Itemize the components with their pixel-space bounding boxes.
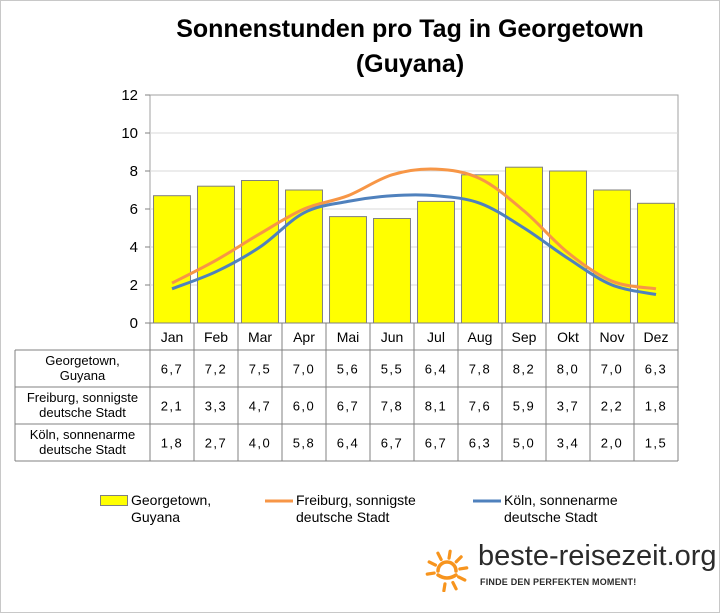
legend-swatch-line	[473, 499, 501, 503]
table-cell-value: 7,2	[205, 362, 228, 377]
table-cell-value: 3,4	[557, 436, 580, 451]
legend-swatch-line	[265, 499, 293, 503]
x-tick-label: Sep	[512, 329, 537, 345]
x-tick-label: Jun	[381, 329, 404, 345]
bar-mai	[329, 216, 367, 324]
table-cell-value: 5,6	[337, 362, 360, 377]
legend-swatch-bar	[100, 495, 128, 506]
sun-ray	[451, 580, 458, 591]
x-tick-label: Jan	[161, 329, 184, 345]
table-cell-value: 7,8	[381, 399, 404, 414]
table-cell-value: 4,0	[249, 436, 272, 451]
table-cell-value: 2,0	[601, 436, 624, 451]
table-cell-value: 1,8	[645, 399, 668, 414]
legend-item-georgetown: Georgetown, Guyana	[100, 492, 280, 532]
table-cell-value: 1,5	[645, 436, 668, 451]
x-tick-label: Jul	[427, 329, 445, 345]
x-tick-label: Okt	[557, 329, 579, 345]
chart-title: Sonnenstunden pro Tag in Georgetown (Guy…	[176, 15, 644, 78]
bar-jan	[153, 195, 191, 324]
table-cell-value: 5,0	[513, 436, 536, 451]
y-tick-label: 2	[130, 277, 138, 294]
table-cell-value: 6,7	[381, 436, 404, 451]
y-tick-label: 4	[130, 239, 138, 256]
brand-tagline: FINDE DEN PERFEKTEN MOMENT!	[480, 577, 637, 587]
y-tick-label: 0	[130, 315, 138, 332]
sun-smile	[436, 573, 458, 580]
legend-item-freiburg: Freiburg, sonnigste deutsche Stadt	[265, 492, 445, 532]
y-tick-label: 12	[121, 87, 138, 104]
table-cell-value: 7,5	[249, 362, 272, 377]
table-cell-value: 8,0	[557, 362, 580, 377]
legend-label: Köln, sonnenarme deutsche Stadt	[504, 492, 618, 525]
bar-feb	[197, 185, 235, 324]
table-cell-value: 6,7	[425, 436, 448, 451]
table-cell-value: 6,4	[425, 362, 448, 377]
table-cell-value: 3,7	[557, 399, 580, 414]
brand-name: beste-reisezeit.org	[478, 540, 717, 572]
bar-sep	[505, 166, 543, 324]
x-tick-label: Aug	[468, 329, 493, 345]
legend-label: Georgetown, Guyana	[131, 492, 212, 525]
x-tick-label: Dez	[644, 329, 669, 345]
series-line-2	[171, 193, 657, 296]
table-cell-value: 4,7	[249, 399, 272, 414]
bar-aug	[461, 174, 499, 324]
sun-ray	[442, 582, 447, 592]
table-cell-value: 1,8	[161, 436, 184, 451]
table-cell-value: 6,0	[293, 399, 316, 414]
table-cell-value: 5,8	[293, 436, 316, 451]
table-cell-value: 7,0	[601, 362, 624, 377]
table-cell-value: 2,2	[601, 399, 624, 414]
table-cell-value: 7,0	[293, 362, 316, 377]
table-row-label: Georgetown, Guyana	[45, 353, 119, 383]
table-cell-value: 7,8	[469, 362, 492, 377]
x-tick-label: Feb	[204, 329, 228, 345]
table-cell-value: 6,4	[337, 436, 360, 451]
table-cell-value: 2,1	[161, 399, 184, 414]
legend-item-koeln: Köln, sonnenarme deutsche Stadt	[473, 492, 653, 532]
table-cell-value: 6,7	[337, 399, 360, 414]
x-tick-label: Apr	[293, 329, 315, 345]
table-row-label: Freiburg, sonnigste deutsche Stadt	[27, 390, 138, 420]
y-tick-label: 6	[130, 201, 138, 218]
y-tick-label: 8	[130, 163, 138, 180]
table-cell-value: 2,7	[205, 436, 228, 451]
sun-ray	[427, 560, 438, 567]
legend-label: Freiburg, sonnigste deutsche Stadt	[296, 492, 416, 525]
bar-mar	[241, 180, 279, 324]
series-line-1	[171, 167, 657, 291]
bar-jul	[417, 200, 455, 324]
table-cell-value: 3,3	[205, 399, 228, 414]
sun-ray	[447, 549, 452, 560]
table-row-label: Köln, sonnenarme deutsche Stadt	[30, 427, 136, 457]
x-tick-label: Mai	[337, 329, 360, 345]
table-cell-value: 8,1	[425, 399, 448, 414]
sun-icon	[425, 549, 469, 592]
x-tick-label: Mar	[248, 329, 272, 345]
bar-jun	[373, 218, 411, 324]
sun-ray	[425, 571, 436, 576]
table-cell-value: 6,3	[645, 362, 668, 377]
table-cell-value: 6,7	[161, 362, 184, 377]
table-cell-value: 8,2	[513, 362, 536, 377]
table-cell-value: 5,5	[381, 362, 404, 377]
sun-ray	[436, 551, 443, 562]
table-cell-value: 5,9	[513, 399, 536, 414]
bar-okt	[549, 170, 587, 324]
brand-logo[interactable]: beste-reisezeit.org FINDE DEN PERFEKTEN …	[420, 540, 717, 600]
sun-ray	[454, 555, 463, 564]
table-cell-value: 6,3	[469, 436, 492, 451]
table-cell-value: 7,6	[469, 399, 492, 414]
y-tick-label: 10	[121, 125, 138, 142]
bar-dez	[637, 202, 675, 324]
sun-ray	[456, 575, 467, 582]
sun-disc	[436, 560, 458, 573]
x-tick-label: Nov	[600, 329, 625, 345]
sun-ray	[458, 566, 469, 571]
bar-nov	[593, 189, 631, 324]
